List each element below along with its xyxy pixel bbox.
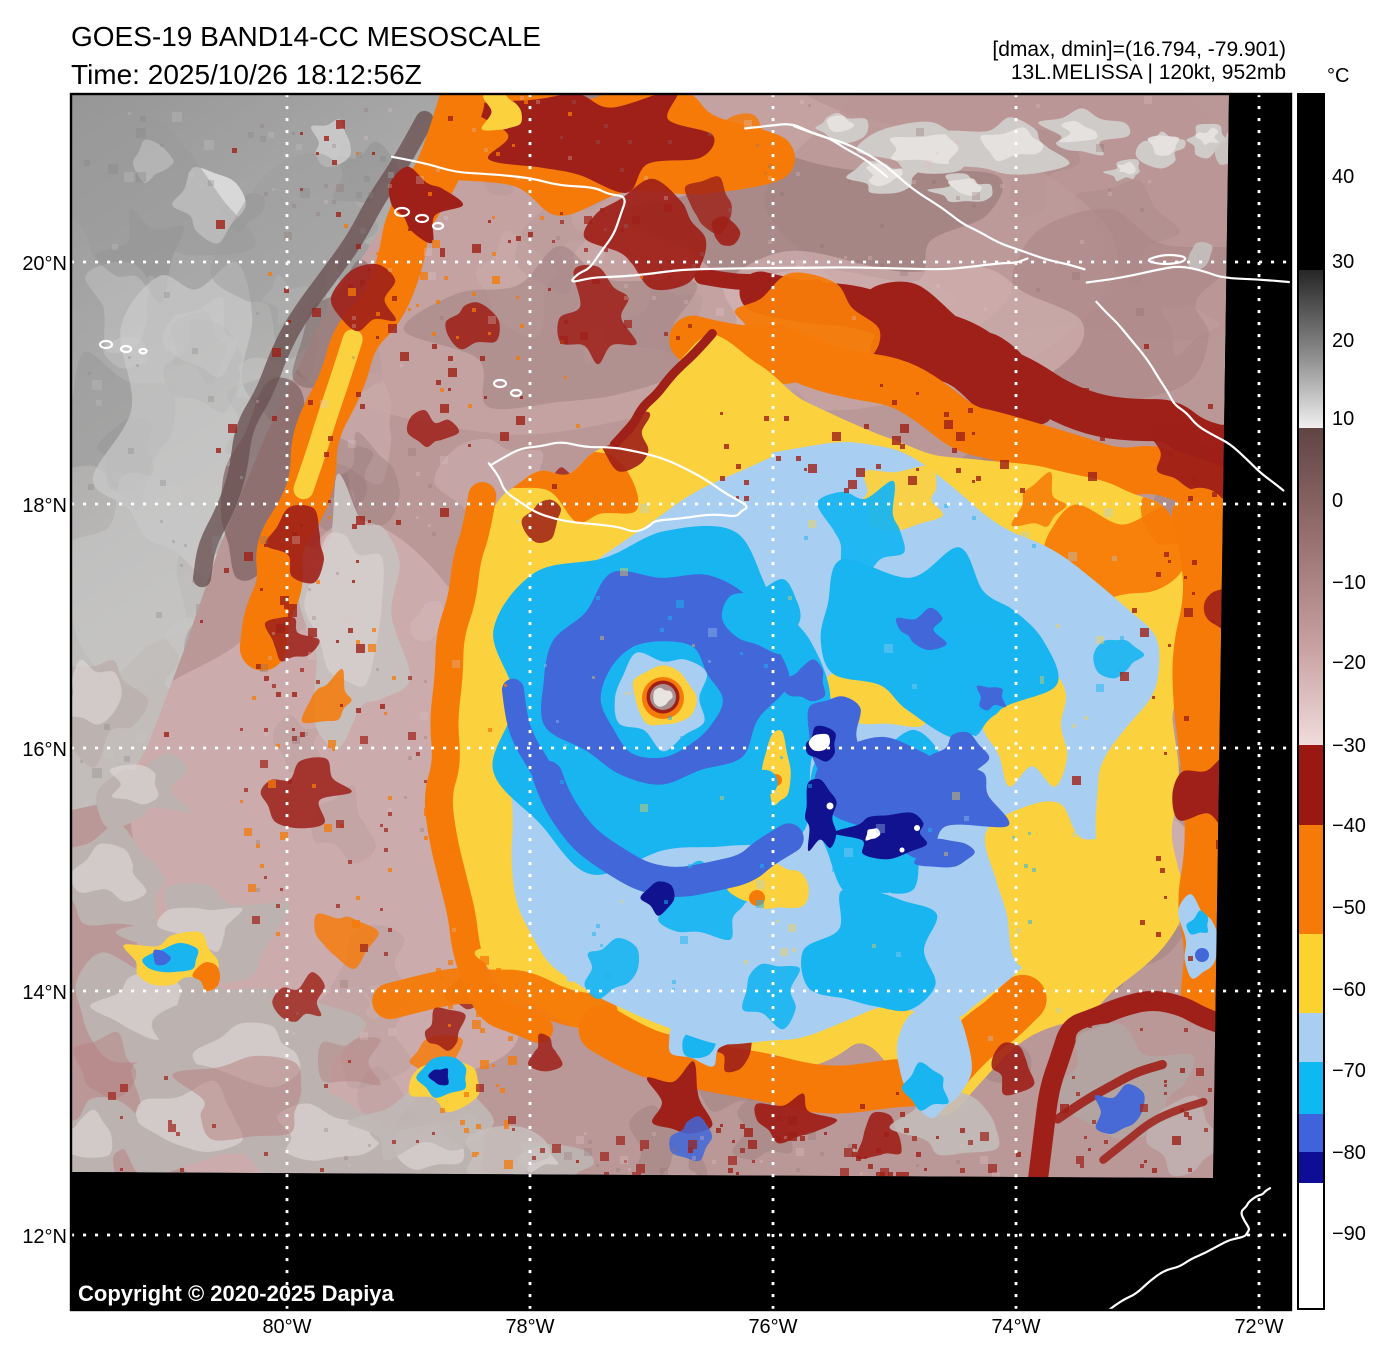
svg-text:0: 0 bbox=[1332, 490, 1343, 512]
svg-text:°C: °C bbox=[1327, 65, 1349, 87]
svg-text:40: 40 bbox=[1332, 166, 1354, 188]
svg-text:10: 10 bbox=[1332, 408, 1354, 430]
svg-text:−70: −70 bbox=[1332, 1060, 1366, 1082]
svg-text:−90: −90 bbox=[1332, 1223, 1366, 1245]
svg-text:[dmax, dmin]=(16.794, -79.901): [dmax, dmin]=(16.794, -79.901) bbox=[992, 38, 1286, 61]
svg-text:12°N: 12°N bbox=[22, 1226, 67, 1248]
svg-text:−50: −50 bbox=[1332, 897, 1366, 919]
svg-text:14°N: 14°N bbox=[22, 982, 67, 1004]
svg-text:74°W: 74°W bbox=[991, 1316, 1040, 1338]
svg-text:72°W: 72°W bbox=[1234, 1316, 1283, 1338]
svg-text:Time: 2025/10/26 18:12:56Z: Time: 2025/10/26 18:12:56Z bbox=[71, 59, 422, 90]
svg-text:80°W: 80°W bbox=[262, 1316, 311, 1338]
svg-text:−20: −20 bbox=[1332, 652, 1366, 674]
svg-text:−40: −40 bbox=[1332, 815, 1366, 837]
svg-text:Copyright © 2020-2025 Dapiya: Copyright © 2020-2025 Dapiya bbox=[78, 1281, 395, 1306]
svg-text:16°N: 16°N bbox=[22, 739, 67, 761]
svg-text:−10: −10 bbox=[1332, 572, 1366, 594]
svg-text:−60: −60 bbox=[1332, 979, 1366, 1001]
svg-text:−30: −30 bbox=[1332, 735, 1366, 757]
svg-text:20°N: 20°N bbox=[22, 253, 67, 275]
svg-text:76°W: 76°W bbox=[748, 1316, 797, 1338]
svg-text:13L.MELISSA | 120kt, 952mb: 13L.MELISSA | 120kt, 952mb bbox=[1011, 61, 1286, 84]
svg-text:GOES-19 BAND14-CC MESOSCALE: GOES-19 BAND14-CC MESOSCALE bbox=[71, 21, 541, 52]
svg-text:18°N: 18°N bbox=[22, 495, 67, 517]
svg-text:30: 30 bbox=[1332, 251, 1354, 273]
svg-text:−80: −80 bbox=[1332, 1142, 1366, 1164]
svg-text:20: 20 bbox=[1332, 330, 1354, 352]
svg-text:78°W: 78°W bbox=[505, 1316, 554, 1338]
